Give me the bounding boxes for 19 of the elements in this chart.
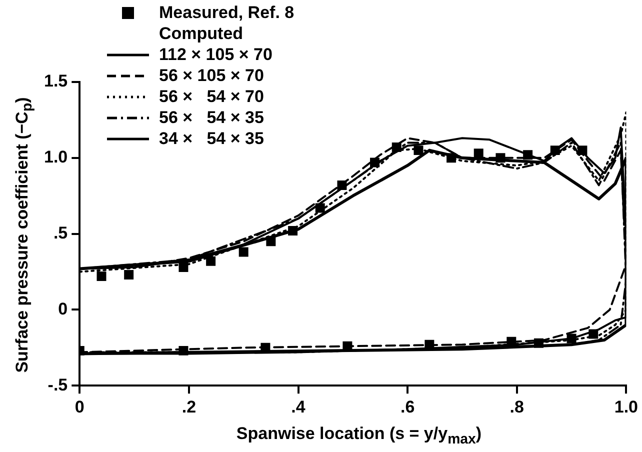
legend-title: Computed — [158, 23, 244, 44]
x-tick-label: .6 — [400, 397, 415, 416]
legend-label: 56 × 54 × 70 — [159, 86, 264, 107]
legend-label: 112 × 105 × 70 — [159, 44, 272, 65]
x-tick-label: .4 — [291, 397, 306, 416]
x-axis-title: Spanwise location (s = y/y$_{max}$) — [235, 424, 483, 448]
y-tick-label: 1.5 — [44, 72, 68, 91]
y-tick-label: .5 — [53, 223, 68, 242]
legend-label: 34 × 54 × 35 — [159, 128, 264, 149]
x-tick-label: .8 — [510, 397, 524, 416]
legend-label: Measured, Ref. 8 — [159, 2, 294, 23]
y-tick-label: 1.0 — [44, 148, 68, 167]
legend-label: 56 × 105 × 70 — [159, 65, 264, 86]
y-tick-label: -.5 — [48, 375, 68, 394]
legend-label: 56 × 54 × 35 — [159, 107, 264, 128]
x-tick-label: .2 — [182, 397, 196, 416]
x-tick-label: 0 — [74, 397, 84, 416]
y-tick-label: 0 — [58, 299, 68, 318]
x-tick-label: 1.0 — [614, 397, 638, 416]
